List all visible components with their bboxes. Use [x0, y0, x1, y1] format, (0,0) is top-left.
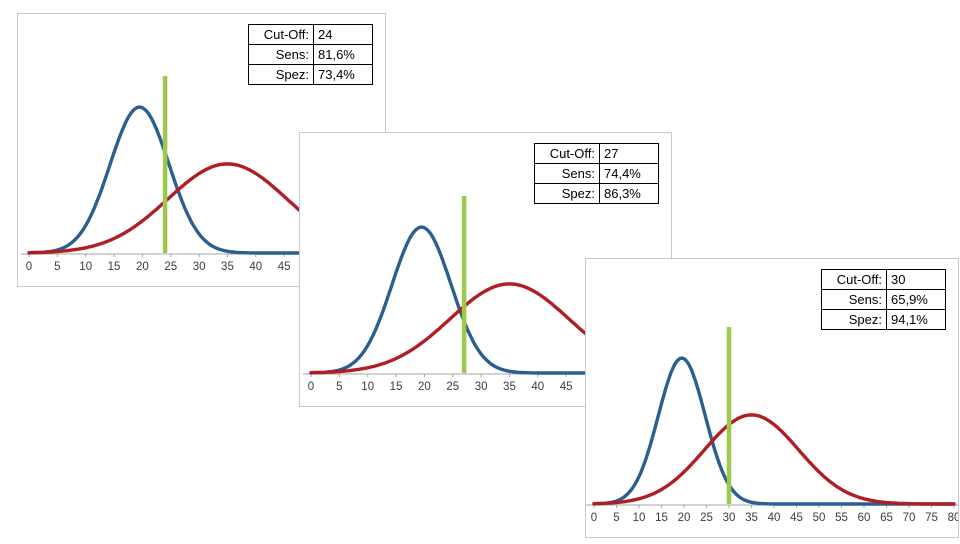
cutoff-value: 30	[886, 269, 946, 290]
specificity-label: Spez:	[821, 309, 887, 330]
cutoff-value: 24	[313, 24, 373, 45]
x-tick-label: 65	[880, 512, 893, 524]
sensitivity-label: Sens:	[248, 44, 314, 65]
x-tick-label: 0	[308, 381, 314, 393]
x-tick-label: 10	[79, 261, 92, 273]
x-tick-label: 15	[655, 512, 668, 524]
table-row: Spez: 73,4%	[248, 64, 373, 85]
specificity-value: 94,1%	[886, 309, 946, 330]
x-tick-label: 20	[418, 381, 431, 393]
x-tick-label: 45	[560, 381, 573, 393]
sensitivity-value: 74,4%	[599, 163, 659, 184]
x-tick-label: 15	[390, 381, 403, 393]
x-tick-label: 75	[925, 512, 938, 524]
cutoff-stats-table: Cut-Off: 24 Sens: 81,6% Spez: 73,4%	[248, 24, 373, 85]
specificity-label: Spez:	[534, 183, 600, 204]
x-tick-label: 55	[835, 512, 848, 524]
x-tick-label: 40	[531, 381, 544, 393]
x-tick-label: 40	[249, 261, 262, 273]
x-tick-label: 5	[613, 512, 619, 524]
cutoff-stats-table: Cut-Off: 30 Sens: 65,9% Spez: 94,1%	[821, 269, 946, 330]
table-row: Cut-Off: 24	[248, 24, 373, 45]
cutoff-label: Cut-Off:	[534, 143, 600, 164]
x-tick-label: 30	[475, 381, 488, 393]
negative-group-distribution-curve	[309, 225, 671, 375]
x-tick-label: 20	[136, 261, 149, 273]
x-tick-label: 20	[678, 512, 691, 524]
positive-group-distribution-curve	[27, 162, 385, 255]
distribution-plot: 0 5 10 15 20 25 30 35 40 45 50 55 60 65 70 75 80	[586, 327, 958, 524]
cutoff-label: Cut-Off:	[248, 24, 314, 45]
sensitivity-value: 81,6%	[313, 44, 373, 65]
sensitivity-label: Sens:	[534, 163, 600, 184]
x-tick-label: 80	[948, 512, 958, 524]
x-tick-label: 10	[361, 381, 374, 393]
x-tick-label: 0	[26, 261, 32, 273]
x-tick-label: 45	[790, 512, 803, 524]
table-row: Cut-Off: 30	[821, 269, 946, 290]
x-tick-label: 25	[164, 261, 177, 273]
specificity-value: 86,3%	[599, 183, 659, 204]
table-row: Sens: 74,4%	[534, 163, 659, 184]
x-tick-label: 5	[54, 261, 60, 273]
x-tick-label: 45	[278, 261, 291, 273]
x-tick-label: 5	[336, 381, 342, 393]
x-tick-label: 35	[745, 512, 758, 524]
x-tick-label: 35	[221, 261, 234, 273]
specificity-label: Spez:	[248, 64, 314, 85]
x-tick-label: 30	[723, 512, 736, 524]
table-row: Sens: 65,9%	[821, 289, 946, 310]
table-row: Cut-Off: 27	[534, 143, 659, 164]
x-tick-label: 25	[700, 512, 713, 524]
x-tick-label: 0	[591, 512, 597, 524]
x-tick-label: 15	[108, 261, 121, 273]
positive-group-distribution-curve	[309, 282, 671, 375]
negative-group-distribution-curve	[27, 105, 385, 255]
chart-panel-cutoff-30: 0 5 10 15 20 25 30 35 40 45 50 55 60 65 70 75 80 Cut-Off…	[585, 258, 959, 538]
x-tick-label: 35	[503, 381, 516, 393]
sensitivity-value: 65,9%	[886, 289, 946, 310]
x-tick-label: 70	[903, 512, 916, 524]
negative-group-distribution-curve	[592, 356, 956, 506]
sensitivity-label: Sens:	[821, 289, 887, 310]
cutoff-stats-table: Cut-Off: 27 Sens: 74,4% Spez: 86,3%	[534, 143, 659, 204]
cutoff-label: Cut-Off:	[821, 269, 887, 290]
table-row: Spez: 86,3%	[534, 183, 659, 204]
x-tick-label: 50	[813, 512, 826, 524]
specificity-value: 73,4%	[313, 64, 373, 85]
x-tick-label: 40	[768, 512, 781, 524]
table-row: Sens: 81,6%	[248, 44, 373, 65]
x-tick-label: 60	[858, 512, 871, 524]
positive-group-distribution-curve	[592, 413, 956, 506]
table-row: Spez: 94,1%	[821, 309, 946, 330]
cutoff-value: 27	[599, 143, 659, 164]
x-tick-label: 25	[446, 381, 459, 393]
x-tick-label: 10	[633, 512, 646, 524]
x-tick-label: 30	[193, 261, 206, 273]
